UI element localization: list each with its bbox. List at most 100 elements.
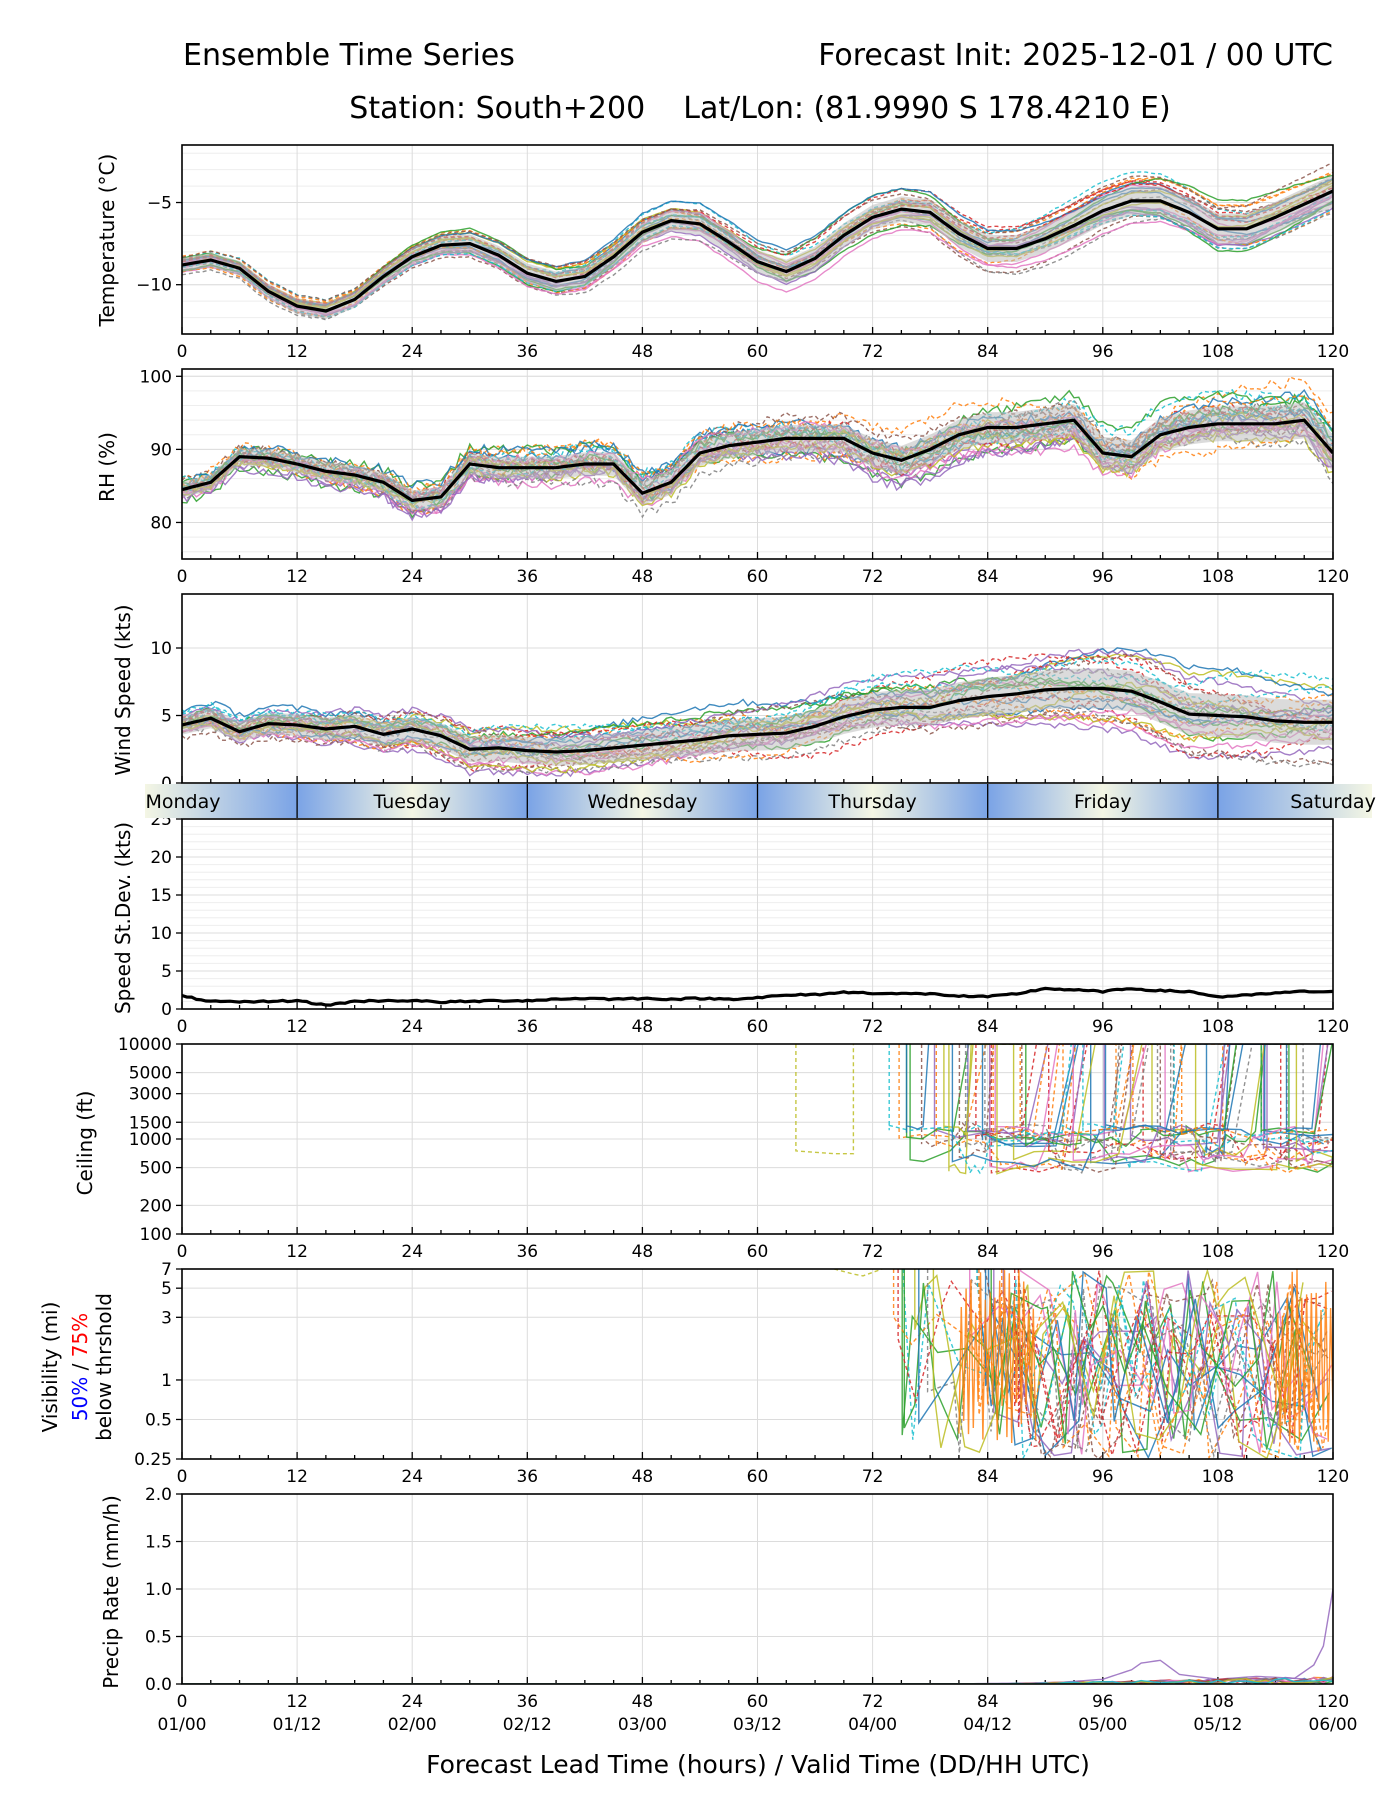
ceiling-member-line	[975, 1044, 1333, 1160]
y-tick-label: 1500	[129, 1113, 172, 1133]
y-tick-label: 3000	[129, 1085, 172, 1105]
x-tick-label: 0	[177, 342, 188, 362]
x-tick-label: 72	[862, 567, 884, 587]
ensemble-member-line	[182, 207, 1333, 319]
day-segment	[757, 784, 988, 818]
x-tick-label: 96	[1092, 342, 1114, 362]
y-tick-label: 1000	[129, 1130, 172, 1150]
ceiling-member-line	[905, 1044, 1333, 1148]
x-tick-label: 36	[516, 1467, 538, 1487]
x-tick-label: 84	[977, 1467, 999, 1487]
x-tick-label: 12	[286, 342, 308, 362]
valid-time-label: 02/00	[388, 1715, 437, 1735]
ceiling-member-line	[990, 1044, 1333, 1174]
vis-member-line	[1017, 1269, 1329, 1456]
day-segment	[527, 784, 758, 818]
x-tick-label: 48	[632, 567, 654, 587]
day-label: Tuesday	[373, 791, 451, 813]
plot-frame	[181, 593, 1334, 784]
vis-member-line	[1017, 1269, 1327, 1458]
y-tick-label: 5000	[129, 1064, 172, 1084]
y-tick-label: 500	[140, 1159, 172, 1179]
x-tick-label: 36	[516, 567, 538, 587]
y-tick-label: 10000	[118, 1035, 172, 1055]
valid-time-label: 01/00	[158, 1715, 207, 1735]
visibility-sublabel: 50% / 75%	[68, 1313, 92, 1421]
x-tick-label: 24	[401, 342, 423, 362]
precip-members	[182, 1588, 1333, 1684]
vis-member-line	[902, 1269, 1328, 1459]
vis-burst-line	[1274, 1269, 1333, 1445]
valid-time-label: 01/12	[273, 1715, 322, 1735]
day-label: Friday	[1074, 791, 1132, 813]
x-tick-label: 108	[1202, 567, 1234, 587]
x-tick-label: 120	[1317, 1692, 1349, 1712]
ensemble-mean-line	[182, 189, 1333, 313]
x-tick-label: 48	[632, 1017, 654, 1037]
x-tick-label: 108	[1202, 342, 1234, 362]
x-tick-label: 12	[286, 1467, 308, 1487]
temperature-ylabel: Temperature (°C)	[95, 154, 119, 328]
x-tick-label: 48	[632, 342, 654, 362]
x-tick-label: 36	[516, 1017, 538, 1037]
precip-panel: 2.0 1.5 1.0 0.5 0.00 01/00 12 01/12 24 02/00 36 02/…	[145, 1485, 1358, 1735]
ceiling-member-line	[795, 1044, 855, 1155]
visibility-ylabel: Visibility (mi)	[38, 1302, 62, 1433]
spread-band	[182, 402, 1333, 511]
day-label: Wednesday	[587, 791, 697, 813]
y-tick-label: 5	[161, 1279, 172, 1299]
y-tick-label: 0.5	[145, 1628, 172, 1648]
x-tick-label: 0	[177, 1242, 188, 1262]
ceiling-member-line	[948, 1044, 1333, 1175]
ceiling-member-line	[964, 1044, 1333, 1159]
x-tick-label: 72	[862, 1017, 884, 1037]
x-tick-label: 84	[977, 567, 999, 587]
plot-frame	[181, 1268, 1334, 1460]
precip-ylabel: Precip Rate (mm/h)	[99, 1495, 123, 1689]
y-tick-label: 7	[161, 1260, 172, 1280]
rh-ylabel: RH (%)	[95, 432, 119, 502]
vis-member-line	[969, 1269, 1328, 1440]
vis-member-line	[1002, 1269, 1330, 1457]
plot-frame	[181, 818, 1334, 1010]
x-tick-label: 60	[747, 1242, 769, 1262]
valid-time-label: 02/12	[503, 1715, 552, 1735]
plot-frame	[181, 368, 1334, 560]
valid-time-label: 05/12	[1193, 1715, 1242, 1735]
stdev-ylabel: Speed St.Dev. (kts)	[111, 822, 135, 1014]
vis-member-line	[1001, 1269, 1321, 1459]
x-tick-label: 12	[286, 1692, 308, 1712]
y-tick-label: 20	[150, 848, 172, 868]
y-tick-label: 1	[161, 1371, 172, 1391]
precip-member-line	[182, 1588, 1333, 1684]
ensemble-mean-line	[182, 686, 1333, 754]
x-tick-label: 84	[977, 342, 999, 362]
ensemble-members	[182, 375, 1333, 522]
day-label: Monday	[145, 791, 220, 813]
visibility-members	[834, 1269, 1333, 1459]
spread-band	[182, 668, 1333, 766]
x-tick-label: 0	[177, 1467, 188, 1487]
valid-time-label: 06/00	[1309, 1715, 1358, 1735]
y-tick-label: 100	[140, 367, 172, 387]
x-tick-label: 12	[286, 1017, 308, 1037]
rh-panel: 100 90 80 0 12 24 36 48 60 72 84 96 108 120	[140, 367, 1350, 587]
x-tick-label: 60	[747, 1692, 769, 1712]
x-tick-label: 84	[977, 1692, 999, 1712]
day-label: Thursday	[827, 791, 916, 813]
x-tick-label: 120	[1317, 342, 1349, 362]
ceiling-member-line	[905, 1044, 1333, 1171]
stdev-line	[181, 986, 1334, 1007]
ceiling-member-line	[989, 1044, 1324, 1165]
x-tick-label: 108	[1202, 1692, 1234, 1712]
x-tick-label: 24	[401, 1242, 423, 1262]
visibility-below-label: below thrshold	[92, 1293, 116, 1441]
ceiling-member-line	[943, 1044, 1333, 1175]
y-tick-label: 90	[150, 440, 172, 460]
x-tick-label: 96	[1092, 1242, 1114, 1262]
y-tick-label: 0.5	[145, 1410, 172, 1430]
valid-time-label: 03/12	[733, 1715, 782, 1735]
